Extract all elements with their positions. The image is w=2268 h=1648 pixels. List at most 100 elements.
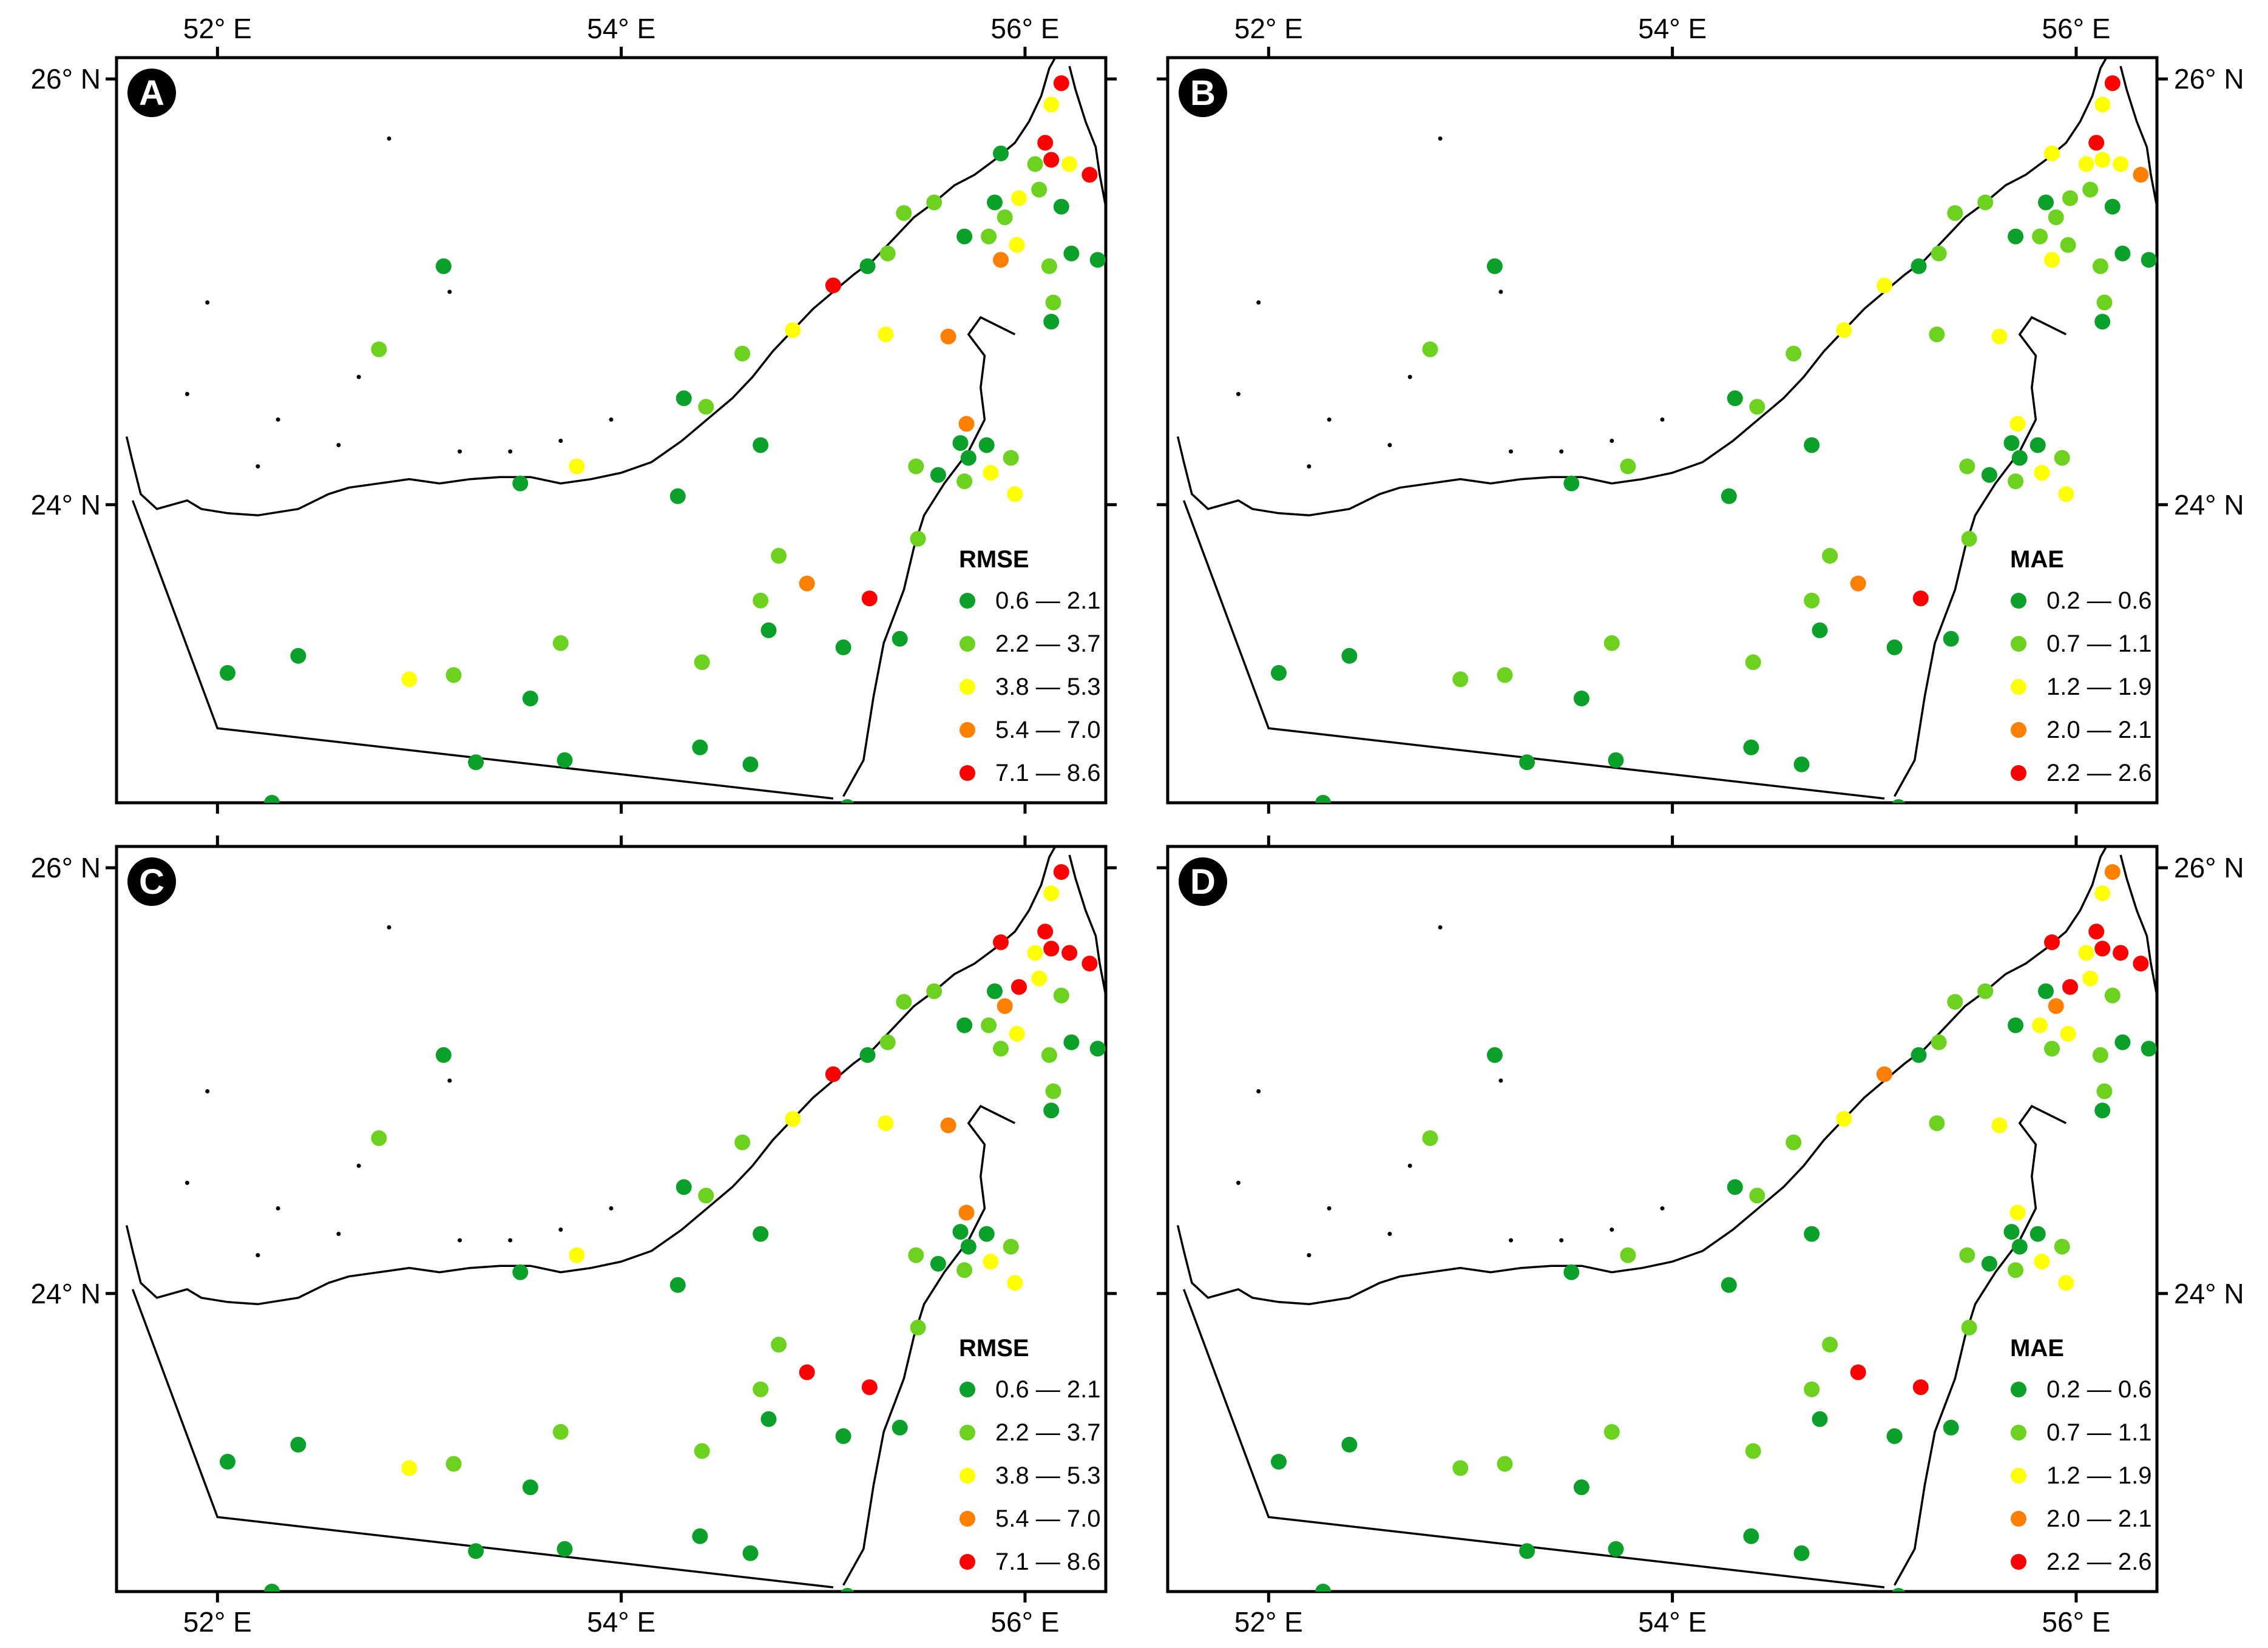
station-marker <box>1981 1255 1997 1272</box>
station-marker <box>557 1541 573 1557</box>
national-border <box>842 1104 1016 1586</box>
station-marker <box>2060 237 2076 253</box>
station-marker <box>2060 1025 2076 1042</box>
station-marker <box>1063 1034 1080 1050</box>
station-marker <box>1573 1479 1589 1496</box>
station-marker <box>1886 1428 1903 1444</box>
station-marker <box>1271 665 1287 681</box>
station-marker <box>2114 245 2131 262</box>
panel-badge <box>127 69 176 117</box>
panel-letter: D <box>1190 862 1216 902</box>
legend-swatch <box>2011 1425 2026 1440</box>
legend-label: 2.2 — 2.6 <box>2046 760 2151 786</box>
panel-badge <box>1179 69 1227 117</box>
station-marker <box>1947 994 1963 1010</box>
panel-badge <box>1179 857 1227 906</box>
station-marker <box>1786 1134 1802 1150</box>
station-marker <box>1009 1025 1025 1042</box>
station-marker <box>1929 326 1945 343</box>
station-marker <box>2104 864 2121 880</box>
legend-label: 2.0 — 2.1 <box>2046 1505 2151 1532</box>
station-marker <box>1836 322 1852 339</box>
station-marker <box>1043 885 1060 902</box>
island <box>205 300 210 305</box>
station-marker <box>1836 1111 1852 1127</box>
station-marker <box>2008 473 2024 490</box>
panel-c: C RMSE 0.6 — 2.1 2.2 — 3.7 3.8 — 5.3 5.4 — 7.… <box>30 836 1117 1638</box>
panels: A RMSE 0.6 — 2.1 2.2 — 3.7 3.8 — 5.3 5.4 — 7.… <box>30 13 2244 1638</box>
station-marker <box>859 258 876 274</box>
station-marker <box>2048 209 2064 226</box>
station-marker <box>2096 294 2113 311</box>
lon-label: 52° E <box>183 1606 252 1638</box>
station-marker <box>2092 258 2108 274</box>
station-marker <box>2141 1041 2157 1057</box>
station-marker <box>401 671 418 687</box>
station-marker <box>2133 956 2149 971</box>
station-marker <box>940 1117 956 1133</box>
island <box>458 1238 462 1243</box>
legend-swatch <box>960 1382 975 1397</box>
island <box>1327 1206 1332 1211</box>
station-marker <box>1822 1337 1838 1353</box>
station-marker <box>2082 970 2099 987</box>
station-marker <box>1804 437 1820 453</box>
legend-swatch <box>2011 679 2026 695</box>
legend-label: 2.2 — 3.7 <box>995 1419 1100 1446</box>
national-border <box>1894 1104 2067 1586</box>
station-marker <box>952 435 969 451</box>
station-marker <box>878 1115 894 1132</box>
station-marker <box>1082 167 1098 183</box>
legend-label: 2.0 — 2.1 <box>2046 717 2151 743</box>
station-marker <box>2029 437 2046 453</box>
station-marker <box>958 416 975 432</box>
map-area <box>1176 58 2157 803</box>
station-marker <box>734 345 751 362</box>
station-marker <box>841 799 855 803</box>
station-marker <box>1603 1423 1620 1440</box>
legend-title: RMSE <box>959 546 1029 573</box>
station-marker <box>2008 1017 2024 1033</box>
station-marker <box>1043 152 1060 168</box>
station-marker <box>1931 245 1947 262</box>
station-marker <box>908 458 924 474</box>
station-marker <box>1011 979 1027 995</box>
island <box>1387 443 1392 448</box>
station-marker <box>1043 96 1060 113</box>
station-marker <box>1721 488 1737 504</box>
station-marker <box>1027 156 1043 172</box>
coastline <box>1176 58 2108 517</box>
southwest-border <box>131 500 834 800</box>
lat-label: 26° N <box>30 852 101 883</box>
island <box>1660 1206 1665 1211</box>
legend-swatch <box>960 593 975 609</box>
southwest-border <box>131 1289 834 1589</box>
station-marker <box>512 1264 529 1280</box>
island <box>184 391 189 396</box>
station-marker <box>2094 885 2111 902</box>
lon-label: 54° E <box>1638 1606 1707 1638</box>
legend-title: MAE <box>2010 546 2064 573</box>
station-marker <box>958 1204 975 1221</box>
lat-label: 24° N <box>2174 1278 2244 1309</box>
station-marker <box>1743 1528 1759 1544</box>
station-marker <box>825 277 841 294</box>
island <box>276 1206 280 1211</box>
legend-label: 7.1 — 8.6 <box>995 1548 1100 1575</box>
station-marker <box>861 590 878 607</box>
station-marker <box>926 983 943 999</box>
station-marker <box>2054 1238 2070 1255</box>
legend-swatch <box>2011 722 2026 738</box>
station-marker <box>2058 1275 2074 1291</box>
legend-label: 5.4 — 7.0 <box>995 1505 1100 1532</box>
map-frame <box>115 56 1108 805</box>
station-marker <box>987 194 1003 211</box>
station-marker <box>2011 1238 2028 1255</box>
station-marker <box>1497 1456 1513 1472</box>
station-marker <box>2029 1226 2046 1242</box>
legend-swatch <box>2011 1511 2026 1527</box>
station-marker <box>1061 945 1078 961</box>
station-marker <box>2038 194 2054 211</box>
station-marker <box>753 592 769 609</box>
station-marker <box>2003 435 2020 451</box>
